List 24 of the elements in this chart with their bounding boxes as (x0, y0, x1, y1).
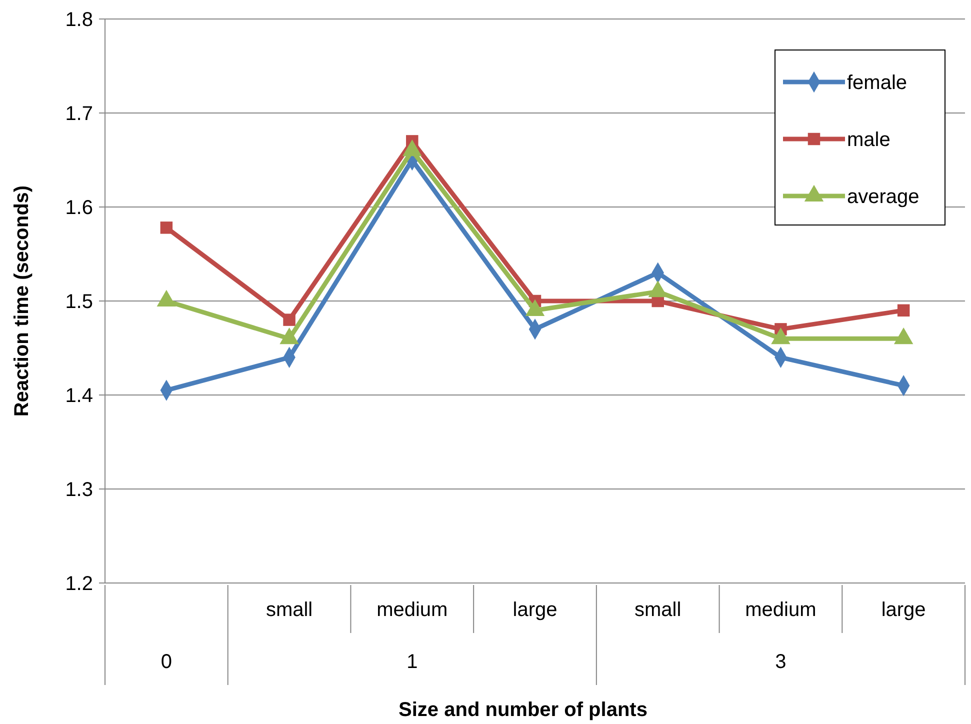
y-tick-label: 1.5 (65, 291, 93, 313)
y-tick-label: 1.6 (65, 197, 93, 219)
point (160, 222, 173, 234)
text: 1 (406, 651, 418, 673)
y-tick-label: 1.7 (65, 103, 93, 125)
y-tick-label: 1.2 (65, 573, 93, 595)
x-tick-label: small (634, 599, 682, 621)
y-axis-title: Reaction time (seconds) (11, 185, 33, 417)
legend-label: female (847, 72, 908, 94)
x-tick-label: medium (745, 599, 816, 621)
x-tick-label: large (881, 599, 926, 621)
point (897, 304, 910, 317)
x-tick-label: medium (376, 599, 448, 621)
x-tick-label: large (512, 599, 558, 621)
y-tick-label: 1.8 (65, 9, 93, 31)
x-tick-label: small (266, 599, 313, 621)
point (283, 314, 296, 326)
y-tick-label: 1.4 (65, 385, 93, 407)
text: 0 (160, 651, 172, 673)
text: 3 (775, 651, 786, 673)
y-tick-label: 1.3 (65, 479, 93, 501)
x-axis-title: Size and number of plants (398, 699, 648, 721)
legend-label: male (847, 129, 890, 151)
legend-label: average (847, 186, 920, 208)
